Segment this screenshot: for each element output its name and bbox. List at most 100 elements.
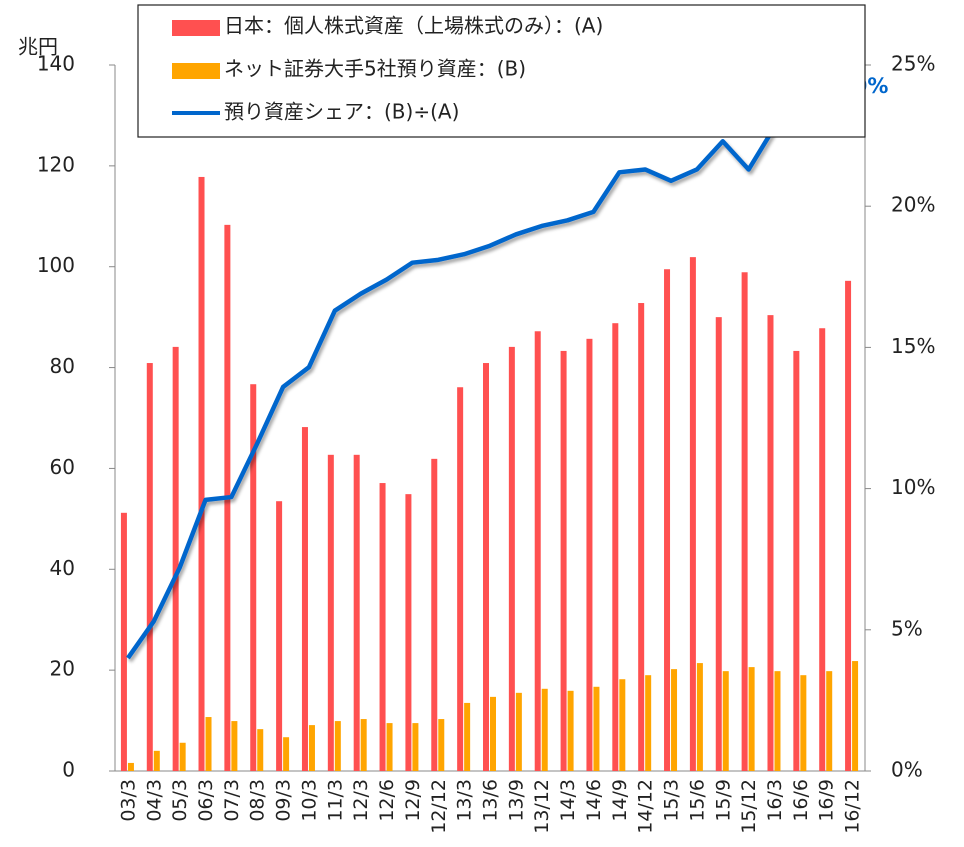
bar xyxy=(386,723,393,771)
bar xyxy=(457,387,464,771)
x-tick-label: 13/12 xyxy=(531,779,553,834)
bar xyxy=(696,663,703,771)
x-tick-label: 10/3 xyxy=(298,779,320,822)
bar xyxy=(172,346,179,771)
x-tick-label: 13/3 xyxy=(454,779,476,822)
y-tick-label: 40 xyxy=(50,556,75,580)
bar xyxy=(845,280,852,771)
bar xyxy=(327,454,334,771)
bar xyxy=(483,363,489,771)
x-tick-label: 15/9 xyxy=(712,779,734,822)
x-tick-label: 12/6 xyxy=(376,779,398,822)
bar xyxy=(283,737,290,771)
legend-label: 日本：個人株式資産（上場株式のみ）：(A) xyxy=(224,14,603,38)
legend-label: 預り資産シェア：(B)÷(A) xyxy=(224,100,459,124)
y2-tick-label: 15% xyxy=(891,334,935,358)
bar xyxy=(741,272,748,771)
bar xyxy=(671,669,678,771)
bar xyxy=(379,483,386,771)
x-tick-label: 07/3 xyxy=(221,779,243,822)
y-tick-label: 0 xyxy=(62,758,75,782)
bar xyxy=(560,350,567,771)
x-tick-label: 12/9 xyxy=(402,779,424,822)
bar xyxy=(619,679,626,771)
x-tick-label: 13/6 xyxy=(480,779,502,822)
x-tick-label: 14/6 xyxy=(583,779,605,822)
y-unit-label: 兆円 xyxy=(18,35,58,59)
y-tick-label: 140 xyxy=(37,52,75,76)
bar xyxy=(748,667,755,771)
bar xyxy=(431,458,438,771)
bar xyxy=(250,384,257,771)
y2-tick-label: 20% xyxy=(891,193,935,217)
bar xyxy=(767,315,774,771)
x-tick-label: 14/3 xyxy=(557,779,579,822)
x-tick-label: 16/6 xyxy=(790,779,812,822)
x-tick-label: 09/3 xyxy=(273,779,295,822)
bar xyxy=(334,721,341,771)
y-tick-label: 20 xyxy=(50,657,75,681)
x-tick-label: 15/6 xyxy=(686,779,708,822)
bar xyxy=(120,512,127,771)
x-tick-label: 11/3 xyxy=(324,779,346,822)
x-tick-label: 05/3 xyxy=(169,779,191,822)
x-tick-label: 06/3 xyxy=(195,779,217,822)
bar xyxy=(412,723,419,771)
bar xyxy=(689,257,696,772)
bar xyxy=(774,671,781,771)
legend-swatch xyxy=(172,63,220,79)
bar xyxy=(541,688,548,771)
x-tick-label: 14/12 xyxy=(635,779,657,834)
bar xyxy=(301,427,308,771)
x-tick-label: 16/12 xyxy=(842,779,864,834)
y2-tick-label: 5% xyxy=(891,616,923,640)
legend: 日本：個人株式資産（上場株式のみ）：(A) ネット証券大手5社預り資産：(B) 預り… xyxy=(137,4,866,138)
y-tick-label: 100 xyxy=(37,253,75,277)
bar xyxy=(464,702,471,771)
y2-tick-label: 25% xyxy=(891,52,935,76)
bar xyxy=(257,729,264,771)
line xyxy=(126,107,853,660)
bar xyxy=(793,350,800,771)
bar xyxy=(852,661,859,771)
x-tick-label: 13/9 xyxy=(505,779,527,822)
bar xyxy=(567,690,574,771)
bar xyxy=(586,338,593,771)
bar xyxy=(153,750,160,771)
bar xyxy=(664,269,671,771)
bar xyxy=(205,717,212,771)
bar xyxy=(612,323,619,771)
bar xyxy=(722,671,729,771)
bar xyxy=(127,762,134,771)
x-tick-label: 15/12 xyxy=(738,779,760,834)
bar xyxy=(490,696,496,771)
bar xyxy=(198,176,205,772)
bar xyxy=(534,331,541,771)
x-tick-label: 16/3 xyxy=(764,779,786,822)
bar xyxy=(308,725,315,771)
x-tick-label: 04/3 xyxy=(143,779,165,822)
legend-box xyxy=(137,4,866,138)
bar xyxy=(515,692,522,771)
bar xyxy=(146,363,153,771)
x-tick-label: 12/3 xyxy=(350,779,372,822)
x-tick-label: 16/9 xyxy=(816,779,838,822)
y2-tick-label: 10% xyxy=(891,475,935,499)
bar xyxy=(638,303,645,771)
bar xyxy=(276,501,283,771)
bar xyxy=(508,346,515,771)
bar xyxy=(819,328,826,771)
legend-swatch xyxy=(172,20,220,36)
bar xyxy=(353,454,360,771)
x-tick-label: 08/3 xyxy=(247,779,269,822)
y-tick-label: 60 xyxy=(50,455,75,479)
y-tick-label: 80 xyxy=(50,354,75,378)
x-tick-label: 14/9 xyxy=(609,779,631,822)
legend-label: ネット証券大手5社預り資産：(B) xyxy=(224,57,526,81)
bar xyxy=(593,686,600,771)
bar xyxy=(360,719,367,771)
x-tick-label: 15/3 xyxy=(661,779,683,822)
x-tick-label: 12/12 xyxy=(428,779,450,834)
bar xyxy=(645,675,652,771)
